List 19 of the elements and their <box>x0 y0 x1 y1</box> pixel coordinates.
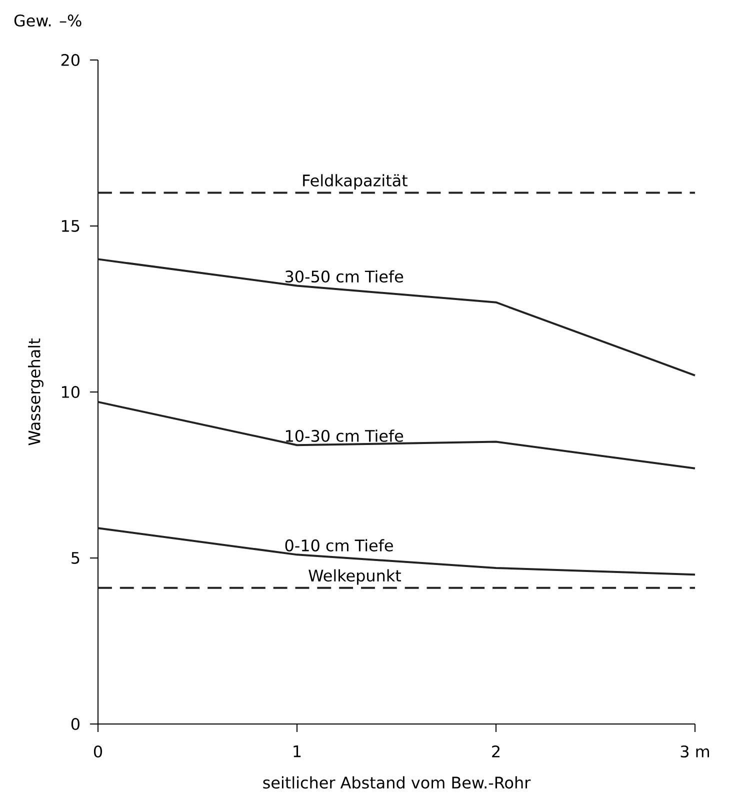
y-tick-label: 15 <box>62 220 80 232</box>
y-tick-label: 20 <box>61 54 80 66</box>
x-axis-title: seitlicher Abstand vom Bew.-Rohr <box>263 776 531 789</box>
x-tick-label: 0 <box>94 745 102 758</box>
y-tick-label: 10 <box>62 386 80 398</box>
series-label: 30-50 cm Tiefe <box>285 270 404 283</box>
series-label: 10-30 cm Tiefe <box>286 430 404 442</box>
ref-line-label: Feldkapazität <box>303 174 408 190</box>
ref-line-label: Welkepunkt <box>308 569 402 585</box>
x-tick-label: 1 <box>294 745 301 758</box>
x-tick-label: 3 m <box>680 745 709 758</box>
y-tick-label: 5 <box>72 552 80 564</box>
text: Gew. –% <box>14 14 82 27</box>
series-label: 0-10 cm Tiefe <box>285 539 393 552</box>
x-tick-label: 2 <box>492 745 500 758</box>
line-series <box>97 400 696 470</box>
line-series <box>97 258 696 376</box>
y-axis-title: Wassergehalt <box>28 338 44 446</box>
y-tick-label: 0 <box>71 718 80 730</box>
